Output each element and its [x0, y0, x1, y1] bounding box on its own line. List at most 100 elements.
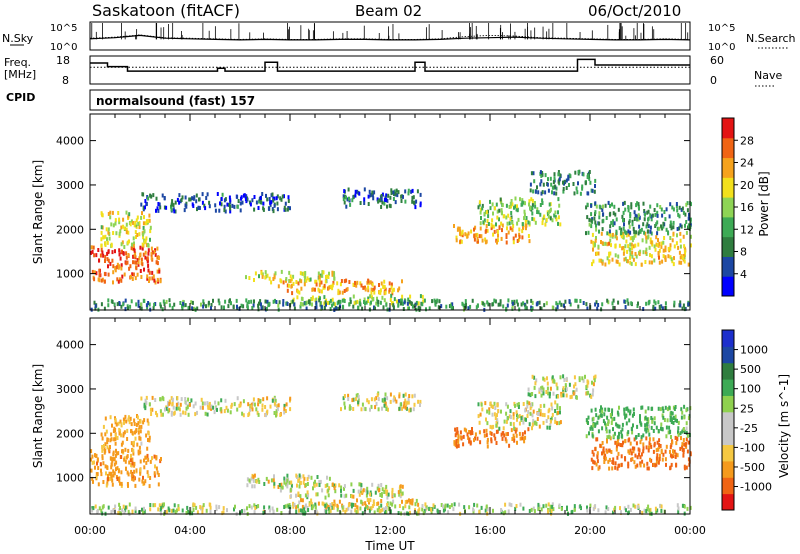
scatter-cell [318, 279, 321, 284]
scatter-cell [657, 460, 660, 465]
scatter-cell [257, 303, 260, 308]
scatter-cell [350, 482, 353, 487]
y-tick-label: 3000 [56, 383, 84, 396]
scatter-cell [166, 403, 169, 408]
scatter-cell [521, 198, 524, 203]
scatter-cell [597, 244, 600, 249]
scatter-cell [264, 299, 267, 304]
scatter-cell [133, 475, 135, 480]
scatter-cell [147, 268, 150, 273]
scatter-cell [369, 280, 372, 285]
scatter-cell [501, 228, 503, 233]
scatter-cell [634, 504, 637, 509]
scatter-cell [659, 444, 662, 448]
scatter-cell [110, 465, 113, 470]
scatter-cell [204, 411, 207, 416]
scatter-cell [631, 254, 634, 259]
scatter-cell [521, 416, 524, 421]
scatter-cell [602, 212, 605, 217]
scatter-cell [171, 397, 174, 402]
scatter-cell [612, 211, 615, 216]
scatter-cell [521, 235, 524, 240]
scatter-cell [342, 197, 345, 202]
scatter-cell [521, 200, 524, 205]
scatter-cell [468, 430, 471, 434]
scatter-cell [364, 287, 367, 292]
scatter-cell [139, 245, 142, 250]
scatter-cell [353, 301, 356, 306]
scatter-cell [381, 295, 384, 300]
colorbar-swatch [722, 444, 734, 462]
scatter-cell [245, 275, 247, 280]
scatter-cell [304, 493, 307, 498]
scatter-cell [331, 297, 334, 302]
scatter-cell [179, 407, 181, 412]
scatter-cell [577, 304, 580, 309]
scatter-cell [241, 509, 243, 514]
scatter-cell [643, 463, 646, 468]
scatter-cell [317, 501, 320, 506]
scatter-cell [638, 224, 641, 229]
scatter-cell [517, 405, 520, 409]
scatter-cell [356, 498, 358, 503]
scatter-cell [562, 189, 565, 194]
scatter-cell [612, 461, 615, 465]
scatter-cell [406, 511, 409, 516]
scatter-cell [644, 409, 647, 414]
scatter-cell [683, 466, 686, 471]
scatter-cell [673, 244, 676, 249]
scatter-cell [340, 488, 342, 493]
scatter-cell [331, 283, 334, 288]
scatter-cell [403, 401, 406, 406]
scatter-cell [370, 192, 373, 197]
scatter-cell [316, 475, 319, 479]
scatter-cell [265, 193, 267, 198]
scatter-cell [371, 295, 373, 300]
scatter-cell [174, 209, 177, 214]
scatter-cell [672, 449, 674, 454]
scatter-cell [112, 280, 114, 285]
scatter-cell [682, 427, 685, 431]
scatter-cell [525, 417, 527, 422]
scatter-cell [614, 505, 617, 510]
scatter-cell [607, 419, 610, 424]
station-title: Saskatoon (fitACF) [92, 1, 240, 20]
scatter-cell [593, 460, 596, 465]
scatter-cell [679, 244, 682, 249]
scatter-cell [371, 190, 374, 195]
scatter-cell [567, 176, 570, 181]
scatter-cell [649, 253, 651, 258]
scatter-cell [592, 247, 594, 252]
scatter-cell [354, 503, 357, 508]
scatter-cell [433, 298, 436, 303]
scatter-cell [100, 302, 103, 307]
scatter-cell [624, 457, 627, 462]
scatter-cell [527, 392, 530, 397]
scatter-cell [133, 253, 136, 258]
scatter-cell [545, 390, 548, 394]
scatter-cell [392, 197, 395, 201]
scatter-cell [489, 199, 491, 204]
scatter-cell [590, 239, 593, 244]
scatter-cell [373, 285, 376, 290]
scatter-cell [530, 206, 532, 211]
scatter-cell [564, 299, 567, 304]
scatter-cell [221, 511, 224, 516]
scatter-cell [230, 402, 233, 407]
scatter-cell [146, 418, 149, 423]
scatter-cell [208, 502, 211, 507]
scatter-cell [343, 484, 346, 489]
scatter-cell [613, 221, 616, 226]
scatter-cell [673, 256, 675, 261]
scatter-cell [289, 274, 292, 279]
scatter-cell [260, 302, 262, 307]
scatter-cell [104, 254, 107, 259]
scatter-cell [348, 196, 350, 201]
scatter-cell [493, 412, 496, 417]
colorbar-swatch [722, 137, 734, 159]
scatter-cell [391, 487, 394, 492]
scatter-cell [550, 182, 553, 187]
scatter-cell [406, 499, 409, 504]
scatter-cell [642, 201, 645, 206]
scatter-cell [106, 437, 109, 442]
